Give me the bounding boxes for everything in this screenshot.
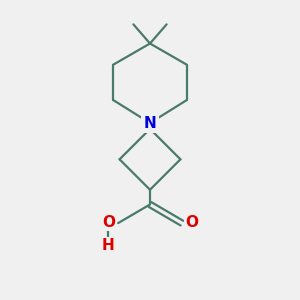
- Text: H: H: [102, 238, 115, 253]
- Text: O: O: [185, 214, 198, 230]
- Text: N: N: [144, 116, 156, 130]
- Text: O: O: [102, 214, 115, 230]
